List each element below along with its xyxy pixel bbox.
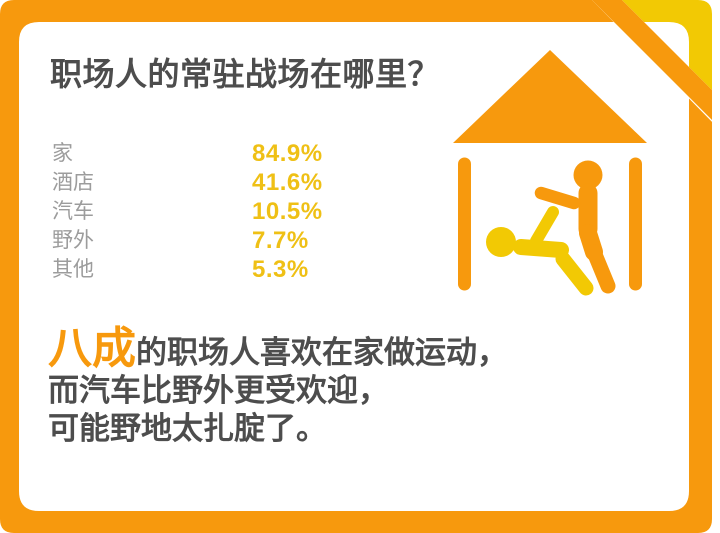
stat-row: 其他 5.3% <box>52 255 372 284</box>
commentary-highlight: 八成 <box>48 324 136 373</box>
commentary-line2: 而汽车比野外更受欢迎， <box>48 373 389 408</box>
house-icon <box>453 50 647 296</box>
stat-value: 41.6% <box>252 169 323 196</box>
stat-row: 家 84.9% <box>52 139 372 168</box>
commentary-text: 八成的职场人喜欢在家做运动， 而汽车比野外更受欢迎， 可能野地太扎腚了。 <box>48 327 508 448</box>
stat-row: 野外 7.7% <box>52 226 372 255</box>
commentary-line3: 可能野地太扎腚了。 <box>48 411 327 446</box>
stats-list: 家 84.9% 酒店 41.6% 汽车 10.5% 野外 7.7% 其他 5.3… <box>52 139 372 284</box>
fold-crease-icon <box>592 0 712 120</box>
commentary-line1: 的职场人喜欢在家做运动， <box>136 335 508 370</box>
figure-orange-arm <box>534 186 581 210</box>
stat-label: 酒店 <box>52 171 94 194</box>
figure-orange-icon <box>573 160 616 294</box>
stat-label: 野外 <box>52 229 94 252</box>
stat-row: 酒店 41.6% <box>52 168 372 197</box>
roof-icon <box>453 50 647 143</box>
figure-yellow-icon <box>486 206 594 296</box>
stat-value: 7.7% <box>252 227 309 254</box>
stat-value: 5.3% <box>252 256 309 283</box>
stat-label: 其他 <box>52 258 94 281</box>
stat-value: 84.9% <box>252 140 323 167</box>
stat-value: 10.5% <box>252 198 323 225</box>
page-title: 职场人的常驻战场在哪里？ <box>50 56 441 92</box>
stat-label: 汽车 <box>52 200 94 223</box>
stat-label: 家 <box>52 142 73 165</box>
stat-row: 汽车 10.5% <box>52 197 372 226</box>
